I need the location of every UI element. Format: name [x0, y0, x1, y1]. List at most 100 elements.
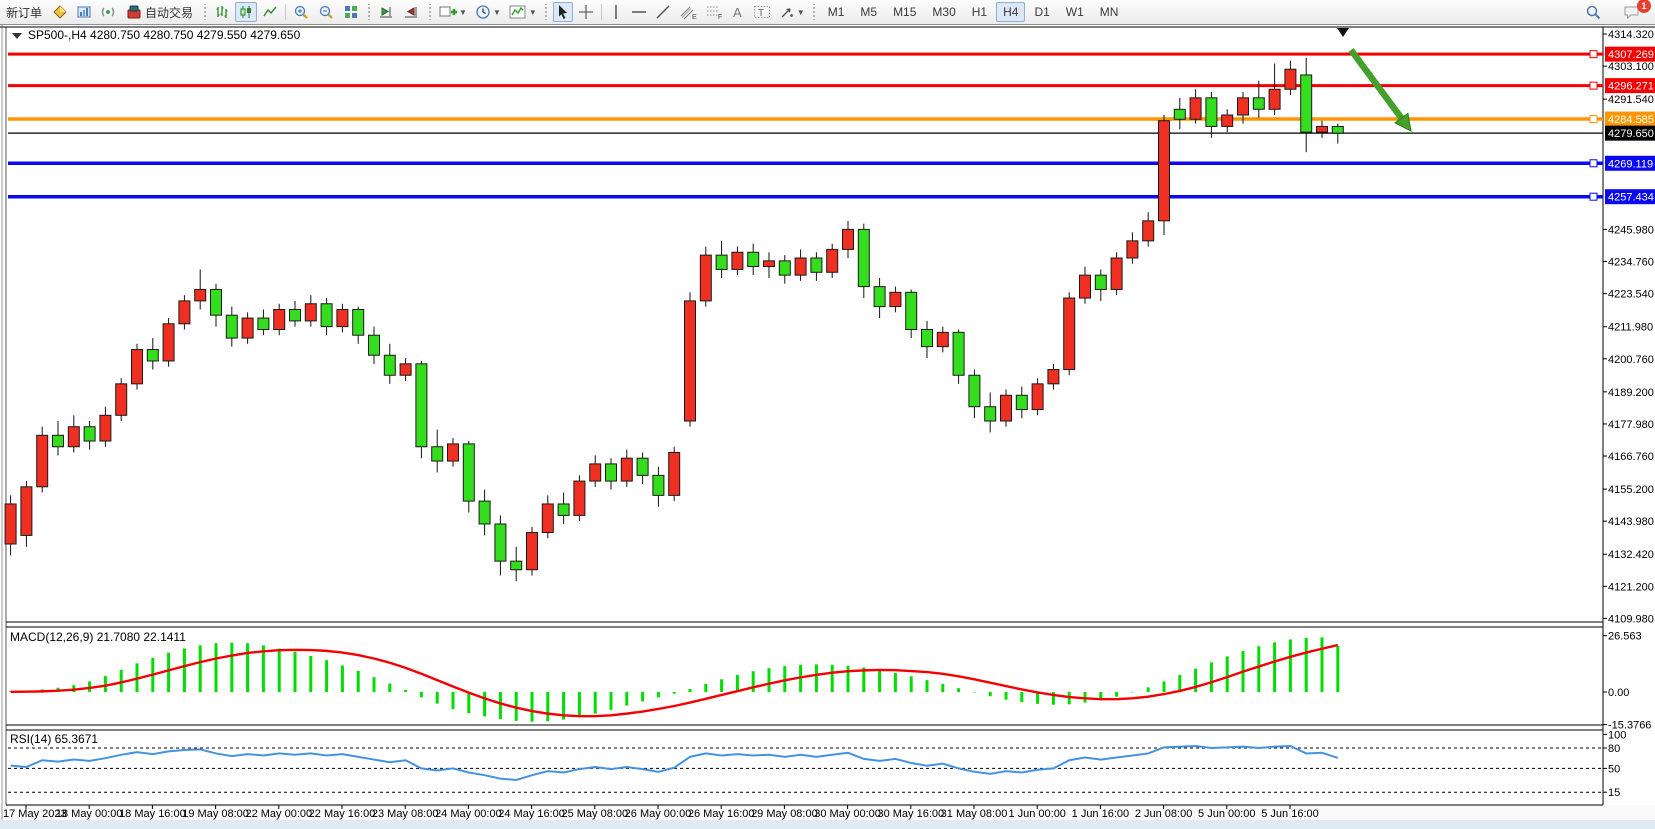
candle-body	[257, 317, 270, 330]
price-tick-label: 4121.200	[1608, 581, 1654, 593]
annotation-arrow-head[interactable]	[1394, 112, 1412, 132]
vertical-line-tool[interactable]	[606, 2, 626, 22]
timeframe-m1[interactable]: M1	[827, 5, 845, 19]
text-label-tool[interactable]: T	[750, 2, 774, 22]
candle-body	[1063, 297, 1076, 371]
bar-chart-type-button[interactable]	[211, 2, 233, 22]
arrows-tool[interactable]: ▼	[776, 2, 808, 22]
candle-body	[52, 434, 64, 448]
toolbar-grip	[365, 4, 373, 20]
rsi-axis-label: 50	[1608, 763, 1620, 775]
candle-body	[241, 317, 254, 339]
horizontal-line-tool[interactable]	[628, 2, 650, 22]
candle-body	[557, 503, 570, 516]
candle-body	[320, 303, 333, 328]
signal-icon[interactable]	[97, 2, 119, 22]
price-tick-label: 4166.760	[1608, 451, 1654, 463]
annotation-arrow-shaft[interactable]	[1348, 48, 1407, 124]
crosshair-tool-button[interactable]	[575, 2, 597, 22]
candle-body	[1189, 97, 1202, 120]
price-label-text: 4296.271	[1608, 81, 1654, 93]
line-handle[interactable]	[1589, 192, 1598, 201]
search-button[interactable]	[1582, 2, 1605, 22]
window-bottom-edge	[0, 820, 1655, 829]
notifications-button[interactable]: 1	[1620, 0, 1651, 22]
candle-body	[731, 251, 744, 270]
collapse-triangle-icon[interactable]	[12, 33, 22, 39]
line-chart-type-button[interactable]	[259, 2, 281, 22]
market-watch-icon[interactable]	[73, 2, 95, 22]
rsi-pane: 100 80 50 15 RSI(14) 65.3671	[8, 729, 1626, 799]
macd-label: MACD(12,26,9) 21.7080 22.1411	[10, 630, 186, 644]
line-handle[interactable]	[1589, 159, 1598, 168]
line-handle[interactable]	[1589, 115, 1598, 124]
candle-body	[573, 480, 586, 516]
candle-body	[1316, 125, 1328, 133]
new-chart-button[interactable]: ▼	[436, 2, 470, 22]
timeframe-m5[interactable]: M5	[860, 5, 878, 19]
timeframe-m15[interactable]: M15	[893, 5, 917, 19]
candle-body	[131, 349, 143, 385]
cursor-tool-button[interactable]	[552, 2, 573, 22]
time-tick-label: 1 Jun 16:00	[1072, 808, 1130, 820]
zoom-out-button[interactable]	[315, 2, 338, 22]
candle-body	[352, 308, 365, 336]
candle-body	[936, 331, 949, 348]
candle-body	[1031, 383, 1044, 411]
candle-body	[715, 254, 728, 270]
candle-body	[1331, 125, 1344, 134]
trendline-tool[interactable]	[652, 2, 674, 22]
candle-body	[1015, 394, 1028, 411]
auto-scroll-button[interactable]	[375, 2, 398, 22]
separator	[285, 4, 287, 20]
time-tick-label: 18 May 16:00	[119, 808, 186, 820]
candle-body	[794, 257, 807, 276]
chevron-down-icon: ▼	[796, 7, 805, 17]
line-handle[interactable]	[1589, 50, 1598, 59]
candle-body	[4, 503, 17, 545]
equidistant-channel-tool[interactable]: E	[676, 2, 700, 22]
candle-body	[494, 523, 507, 562]
candles-layer	[4, 57, 1344, 582]
time-tick-label: 2 Jun 08:00	[1135, 808, 1193, 820]
time-tick-label: 18 May 00:00	[56, 808, 123, 820]
candle-body	[605, 463, 617, 482]
candle-chart-type-button[interactable]	[235, 2, 258, 22]
timeframe-mn[interactable]: MN	[1099, 5, 1119, 19]
candle-body	[984, 406, 997, 422]
fibonacci-tool[interactable]: F	[702, 2, 726, 22]
candle-body	[1205, 97, 1218, 127]
timeframe-m30[interactable]: M30	[932, 5, 956, 19]
period-button[interactable]: ▼	[472, 2, 504, 22]
price-tick-label: 4177.980	[1608, 419, 1654, 431]
timeframe-h1[interactable]: H1	[971, 5, 988, 19]
main-toolbar: 新订单 自动交易	[0, 0, 1655, 25]
notification-badge: 1	[1637, 0, 1651, 13]
zoom-in-button[interactable]	[290, 2, 313, 22]
new-order-label: 新订单	[6, 5, 43, 20]
candle-body	[636, 457, 649, 476]
timeframe-h4[interactable]: H4	[996, 2, 1026, 22]
timeframe-d1[interactable]: D1	[1034, 5, 1050, 19]
toolbar-grip	[542, 4, 550, 20]
price-tick-label: 4132.420	[1608, 549, 1654, 561]
timeframe-w1[interactable]: W1	[1065, 5, 1084, 19]
macd-pane: 26.563 0.00 -15.3766 MACD(12,26,9) 21.7080 …	[9, 630, 1651, 732]
time-tick-label: 23 May 08:00	[372, 808, 439, 820]
pane-borders	[0, 26, 1655, 806]
time-tick-label: 19 May 08:00	[182, 808, 249, 820]
candle-body	[194, 288, 207, 302]
candle-body	[20, 486, 33, 536]
gold-diamond-icon[interactable]	[49, 2, 71, 22]
indicators-button[interactable]: ▼	[506, 2, 540, 22]
chart-shift-button[interactable]	[400, 2, 423, 22]
text-tool[interactable]: A	[728, 2, 748, 22]
tile-windows-button[interactable]	[340, 2, 362, 22]
candle-body	[399, 363, 412, 376]
new-order-button[interactable]: 新订单	[1, 2, 47, 22]
auto-trading-button[interactable]: 自动交易	[121, 2, 198, 22]
line-handle[interactable]	[1589, 81, 1598, 90]
time-tick-label: 17 May 2023	[3, 808, 67, 820]
